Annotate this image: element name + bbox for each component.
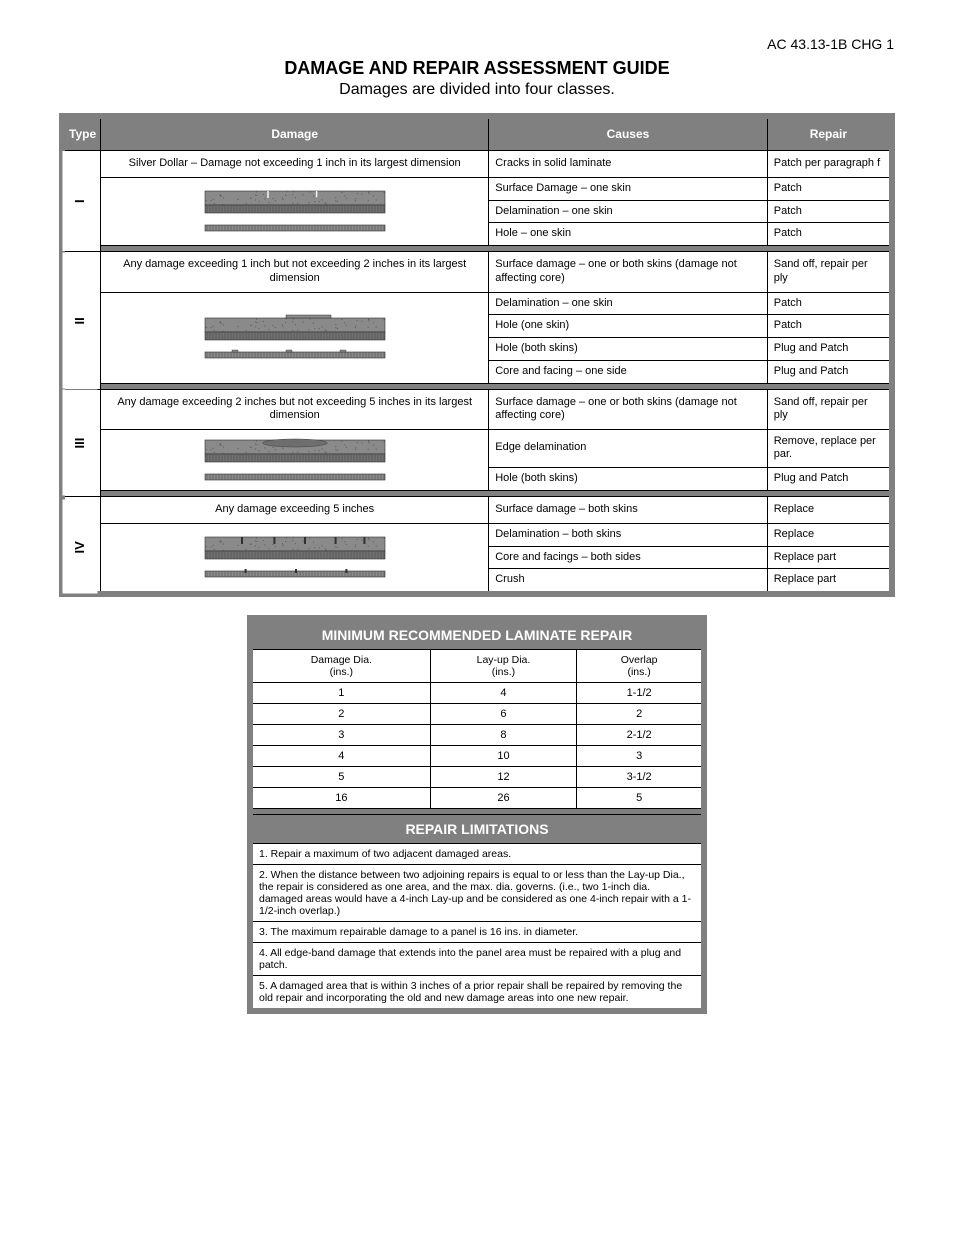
page-title: DAMAGE AND REPAIR ASSESSMENT GUIDE	[50, 58, 904, 79]
cause-cell: Core and facing – one side	[489, 360, 768, 383]
t2-cell: 2	[577, 704, 704, 725]
t2-cell: 3	[250, 725, 430, 746]
repair-cell: Replace	[767, 523, 892, 546]
cause-cell: Hole (one skin)	[489, 315, 768, 338]
cause-cell: Surface damage – both skins	[489, 497, 768, 524]
cause-cell: Core and facings – both sides	[489, 546, 768, 569]
t2-note: 5. A damaged area that is within 3 inche…	[250, 976, 704, 1012]
damage-type: III	[62, 389, 101, 497]
repair-cell: Patch	[767, 315, 892, 338]
repair-cell: Patch	[767, 200, 892, 223]
cause-cell: Hole (both skins)	[489, 467, 768, 490]
t2-notes-title: REPAIR LIMITATIONS	[250, 815, 704, 844]
damage-type: IV	[62, 497, 101, 595]
t2-cell: 16	[250, 788, 430, 809]
t2-cell: 1-1/2	[577, 683, 704, 704]
cause-cell: Surface Damage – one skin	[489, 177, 768, 200]
damage-type-header: Any damage exceeding 1 inch but not exce…	[101, 252, 489, 293]
cause-cell: Delamination – both skins	[489, 523, 768, 546]
t1-header-cell: Causes	[489, 116, 768, 151]
repair-cell: Remove, replace per par.	[767, 430, 892, 468]
repair-cell: Replace	[767, 497, 892, 524]
cause-cell: Hole – one skin	[489, 223, 768, 246]
cause-cell: Delamination – one skin	[489, 292, 768, 315]
t2-cell: 12	[430, 767, 577, 788]
t2-cell: 3-1/2	[577, 767, 704, 788]
cause-cell: Surface damage – one or both skins (dama…	[489, 252, 768, 293]
t2-cell: 10	[430, 746, 577, 767]
damage-type-header: Any damage exceeding 5 inches	[101, 497, 489, 524]
t2-cell: 4	[430, 683, 577, 704]
page-number: AC 43.13-1B CHG 1	[767, 36, 894, 52]
t2-title: MINIMUM RECOMMENDED LAMINATE REPAIR	[250, 618, 704, 650]
repair-cell: Patch	[767, 177, 892, 200]
t2-cell: 5	[250, 767, 430, 788]
t2-note: 1. Repair a maximum of two adjacent dama…	[250, 844, 704, 865]
damage-illustration	[101, 292, 489, 383]
t2-cell: 5	[577, 788, 704, 809]
t2-note: 3. The maximum repairable damage to a pa…	[250, 922, 704, 943]
repair-cell: Patch per paragraph f	[767, 151, 892, 178]
cause-cell: Surface damage – one or both skins (dama…	[489, 389, 768, 430]
t2-col-header: Overlap(ins.)	[577, 650, 704, 683]
cause-cell: Crush	[489, 569, 768, 594]
t2-cell: 3	[577, 746, 704, 767]
repair-cell: Plug and Patch	[767, 338, 892, 361]
t2-cell: 2-1/2	[577, 725, 704, 746]
cause-cell: Hole (both skins)	[489, 338, 768, 361]
t2-cell: 8	[430, 725, 577, 746]
repair-cell: Replace part	[767, 569, 892, 594]
t2-cell: 4	[250, 746, 430, 767]
repair-cell: Patch	[767, 292, 892, 315]
damage-repair-table: TypeDamageCausesRepair ISilver Dollar – D…	[59, 113, 895, 597]
damage-type: II	[62, 252, 101, 390]
repair-cell: Sand off, repair per ply	[767, 252, 892, 293]
t1-header-cell: Repair	[767, 116, 892, 151]
repair-cell: Plug and Patch	[767, 360, 892, 383]
t2-note: 2. When the distance between two adjoini…	[250, 865, 704, 922]
damage-illustration	[101, 177, 489, 245]
damage-illustration	[101, 523, 489, 594]
damage-type-header: Any damage exceeding 2 inches but not ex…	[101, 389, 489, 430]
t1-header-cell: Type	[62, 116, 101, 151]
t2-cell: 2	[250, 704, 430, 725]
repair-cell: Patch	[767, 223, 892, 246]
laminate-repair-table: MINIMUM RECOMMENDED LAMINATE REPAIRDamag…	[247, 615, 707, 1014]
repair-cell: Plug and Patch	[767, 467, 892, 490]
t2-cell: 26	[430, 788, 577, 809]
t2-cell: 6	[430, 704, 577, 725]
t2-col-header: Lay-up Dia.(ins.)	[430, 650, 577, 683]
cause-cell: Cracks in solid laminate	[489, 151, 768, 178]
t1-header-cell: Damage	[101, 116, 489, 151]
repair-cell: Replace part	[767, 546, 892, 569]
t2-note: 4. All edge-band damage that extends int…	[250, 943, 704, 976]
cause-cell: Edge delamination	[489, 430, 768, 468]
repair-cell: Sand off, repair per ply	[767, 389, 892, 430]
t2-cell: 1	[250, 683, 430, 704]
damage-type: I	[62, 151, 101, 252]
damage-type-header: Silver Dollar – Damage not exceeding 1 i…	[101, 151, 489, 178]
t2-col-header: Damage Dia.(ins.)	[250, 650, 430, 683]
damage-illustration	[101, 430, 489, 491]
page-subtitle: Damages are divided into four classes.	[50, 81, 904, 99]
cause-cell: Delamination – one skin	[489, 200, 768, 223]
